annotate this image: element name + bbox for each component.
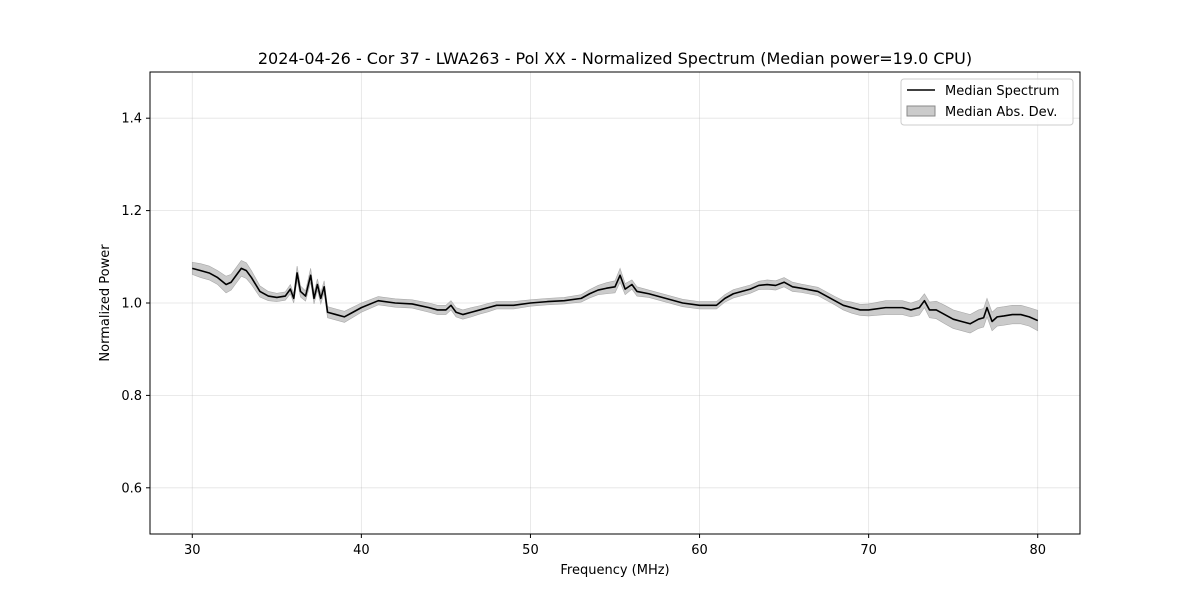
y-axis-ticks: 0.6 0.8 1.0 1.2 1.4 — [121, 112, 150, 496]
x-tick-label: 40 — [353, 543, 370, 558]
mad-band-group — [191, 260, 1039, 334]
legend-mad-label: Median Abs. Dev. — [945, 105, 1057, 120]
y-tick-label: 1.4 — [121, 112, 142, 127]
chart-title: 2024-04-26 - Cor 37 - LWA263 - Pol XX - … — [258, 49, 972, 68]
median-spectrum-line — [192, 267, 1039, 325]
y-tick-label: 1.0 — [121, 297, 142, 312]
legend: Median Spectrum Median Abs. Dev. — [900, 78, 1074, 126]
y-tick-label: 0.8 — [121, 389, 142, 404]
legend-mad-swatch — [906, 105, 936, 117]
x-tick-label: 80 — [1029, 543, 1046, 558]
median-line-group — [192, 267, 1039, 325]
legend-box — [900, 78, 1074, 126]
x-tick-label: 60 — [691, 543, 708, 558]
x-axis-label: Frequency (MHz) — [560, 563, 669, 578]
mad-band — [191, 260, 1039, 334]
y-tick-label: 1.2 — [121, 204, 142, 219]
x-tick-label: 30 — [184, 543, 201, 558]
x-tick-label: 50 — [522, 543, 539, 558]
x-tick-label: 70 — [860, 543, 877, 558]
x-axis-ticks: 30 40 50 60 70 80 — [184, 534, 1046, 558]
legend-median-label: Median Spectrum — [945, 84, 1059, 99]
y-axis-label: Normalized Power — [98, 244, 113, 362]
y-tick-label: 0.6 — [121, 481, 142, 496]
